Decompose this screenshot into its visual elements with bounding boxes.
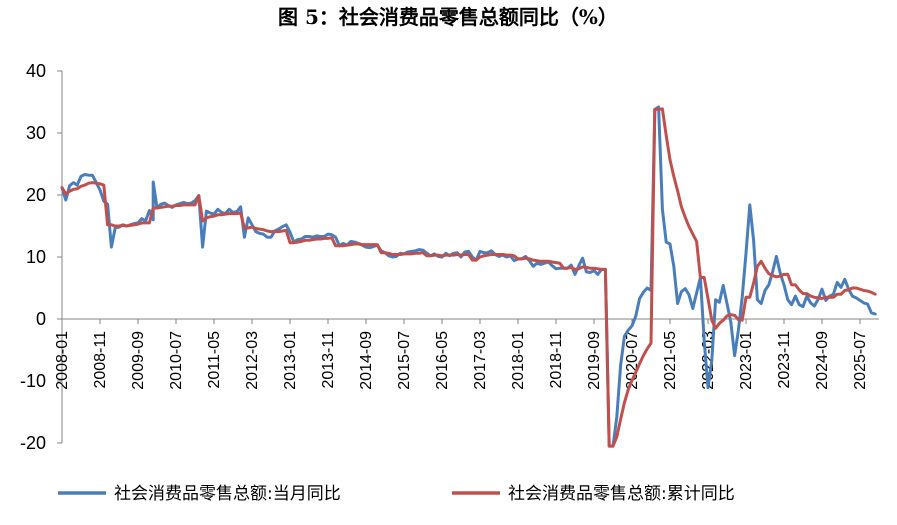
chart-title: 图 5：社会消费品零售总额同比（%） bbox=[278, 5, 618, 29]
y-tick-label: 10 bbox=[26, 247, 46, 267]
x-tick-label: 2009-09 bbox=[130, 331, 147, 390]
x-tick-label: 2023-01 bbox=[738, 331, 755, 390]
x-tick-label: 2014-09 bbox=[358, 331, 375, 390]
x-tick-label: 2021-05 bbox=[662, 331, 679, 390]
x-tick-label: 2019-09 bbox=[586, 331, 603, 390]
series-line-2 bbox=[60, 107, 877, 448]
x-tick-label: 2013-11 bbox=[320, 331, 337, 389]
x-tick-label: 2010-07 bbox=[168, 331, 185, 390]
y-tick-label: -20 bbox=[20, 433, 46, 453]
y-tick-label: 40 bbox=[26, 61, 46, 81]
x-tick-label: 2015-07 bbox=[396, 331, 413, 390]
x-tick-label: 2016-05 bbox=[434, 331, 451, 390]
series-layer bbox=[60, 105, 877, 448]
y-tick-label: -10 bbox=[20, 371, 46, 391]
x-tick-label: 2025-07 bbox=[852, 331, 869, 390]
legend-label-1: 社会消费品零售总额:当月同比 bbox=[114, 484, 341, 504]
x-tick-label: 2018-01 bbox=[510, 331, 527, 390]
x-tick-label: 2020-07 bbox=[624, 331, 641, 390]
x-tick-label: 2012-03 bbox=[244, 331, 261, 390]
y-tick-label: 30 bbox=[26, 123, 46, 143]
x-tick-label: 2018-11 bbox=[548, 331, 565, 389]
x-tick-label: 2011-05 bbox=[206, 331, 223, 389]
y-tick-label: 0 bbox=[36, 309, 46, 329]
x-tick-label: 2013-01 bbox=[282, 331, 299, 390]
axes: 40 30 20 10 0 -10 -20 2008-01 2008-11 2009-09 2010… bbox=[20, 61, 879, 453]
legend-label-2: 社会消费品零售总额:累计同比 bbox=[508, 484, 735, 504]
x-tick-label: 2008-01 bbox=[54, 331, 71, 390]
x-tick-label: 2017-03 bbox=[472, 331, 489, 390]
x-tick-label: 2008-11 bbox=[92, 331, 109, 389]
series-line-1 bbox=[60, 105, 877, 448]
x-tick-label: 2023-11 bbox=[776, 331, 793, 389]
y-tick-label: 20 bbox=[26, 185, 46, 205]
x-tick-label: 2024-09 bbox=[814, 331, 831, 390]
legend: 社会消费品零售总额:当月同比 社会消费品零售总额:累计同比 bbox=[58, 484, 735, 504]
